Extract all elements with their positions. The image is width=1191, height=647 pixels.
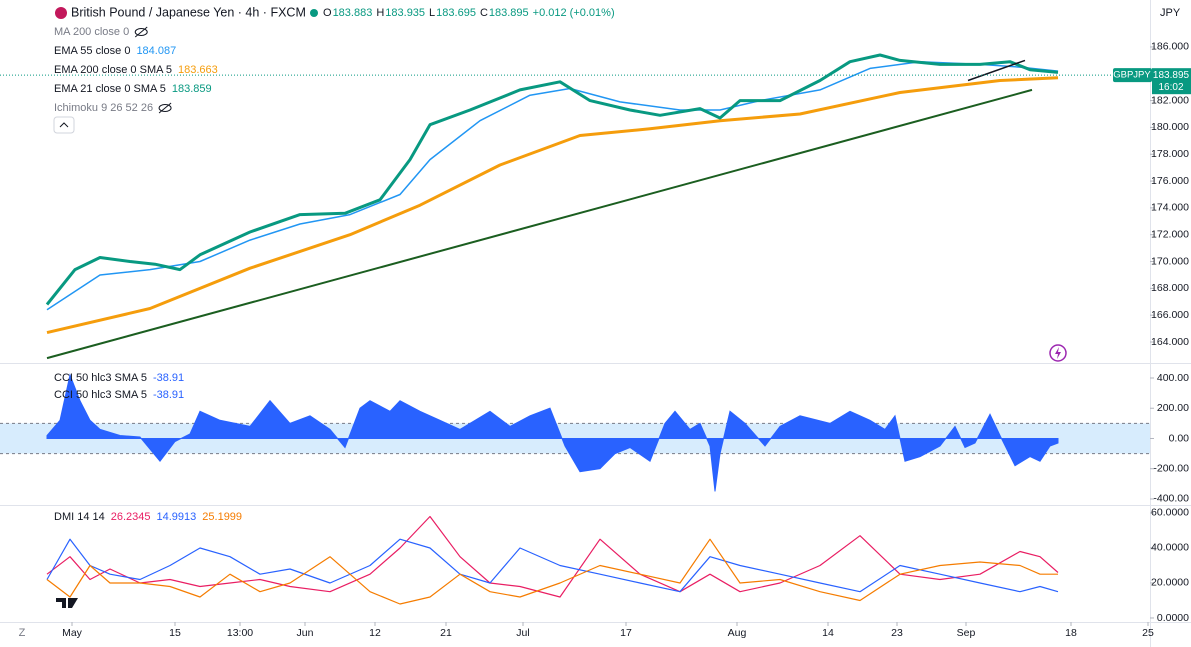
- ohlc-value: 183.895: [489, 7, 529, 19]
- x-tick-label: 15: [169, 627, 181, 639]
- y-tick-label: 180.000: [1151, 121, 1189, 133]
- x-tick-label: Sep: [957, 627, 976, 639]
- y-tick-label: 174.000: [1151, 202, 1189, 214]
- dmi-legend: 14.9913: [157, 511, 197, 523]
- x-tick-label: Aug: [728, 627, 747, 639]
- y-tick-label: 200.00: [1157, 402, 1189, 414]
- series-line: [46, 515, 1059, 598]
- y-tick-label: 186.000: [1151, 41, 1189, 53]
- y-tick-label: 400.00: [1157, 372, 1189, 384]
- cci-legend-name: CCI 50 hlc3 SMA 5: [54, 389, 147, 401]
- visibility-icon: [134, 28, 148, 36]
- y-tick-label: 164.000: [1151, 336, 1189, 348]
- x-tick-label: 21: [440, 627, 452, 639]
- series-line: [46, 60, 1059, 311]
- x-tick-label: 18: [1065, 627, 1077, 639]
- ohlc-key: O: [323, 7, 332, 19]
- y-tick-label: -200.00: [1153, 462, 1189, 474]
- legend-value: 183.663: [178, 64, 218, 76]
- x-tick-label: Jul: [516, 627, 529, 639]
- y-tick-label: 176.000: [1151, 175, 1189, 187]
- x-tick-label: May: [62, 627, 83, 639]
- dmi-legend: 26.2345: [111, 511, 151, 523]
- series-line: [967, 59, 1026, 82]
- cci-area: [46, 373, 1059, 492]
- x-tick-label: 23: [891, 627, 903, 639]
- symbol-title: British Pound / Japanese Yen · 4h · FXCM: [71, 5, 306, 19]
- y-tick-label: 0.0000: [1157, 612, 1189, 624]
- y-tick-label: -400.00: [1153, 493, 1189, 505]
- y-tick-label: 168.000: [1151, 282, 1189, 294]
- y-tick-label: 182.000: [1151, 94, 1189, 106]
- ohlc-key: C: [480, 7, 488, 19]
- price-tag: [1152, 68, 1191, 95]
- symbol-flag: [55, 7, 67, 19]
- dmi-title: DMI 14 14: [54, 511, 105, 523]
- x-tick-label: 17: [620, 627, 632, 639]
- countdown: 16:02: [1158, 82, 1183, 93]
- y-tick-label: 166.000: [1151, 309, 1189, 321]
- legend-name: EMA 21 close 0 SMA 5: [54, 83, 166, 95]
- x-tick-label: 14: [822, 627, 834, 639]
- ohlc-value: 183.883: [333, 7, 373, 19]
- collapse-button[interactable]: [53, 116, 75, 134]
- y-tick-label: 178.000: [1151, 148, 1189, 160]
- currency: JPY: [1160, 7, 1181, 19]
- legend-value: 183.859: [172, 83, 212, 95]
- legend-name: EMA 200 close 0 SMA 5: [54, 64, 172, 76]
- legend-value: 184.087: [136, 45, 176, 57]
- series-line: [46, 538, 1058, 605]
- price-tag-label: 183.895: [1153, 70, 1190, 81]
- cci-legend-name: CCI 50 hlc3 SMA 5: [54, 372, 147, 384]
- visibility-slash: [134, 26, 148, 38]
- x-tick-label: Jun: [297, 627, 314, 639]
- visibility-icon: [158, 104, 172, 112]
- symbol-tag-label: GBPJPY: [1113, 70, 1151, 81]
- series-line: [46, 538, 1059, 593]
- scale-button[interactable]: Z: [19, 627, 26, 639]
- legend-name: EMA 55 close 0: [54, 45, 130, 57]
- ohlc-key: L: [429, 7, 435, 19]
- series-line: [46, 76, 1059, 335]
- market-status: [310, 9, 318, 17]
- visibility-slash: [158, 102, 172, 114]
- y-tick-label: 170.000: [1151, 255, 1189, 267]
- symbol-tag: [1113, 68, 1152, 83]
- cci-legend-value: -38.91: [153, 389, 184, 401]
- change: +0.012 (+0.01%): [533, 7, 615, 19]
- series-line: [46, 88, 1033, 360]
- y-tick-label: 60.0000: [1151, 507, 1189, 519]
- dmi-legend: 25.1999: [202, 511, 242, 523]
- x-tick-label: 25: [1142, 627, 1154, 639]
- ohlc-key: H: [376, 7, 384, 19]
- alert-icon[interactable]: [1049, 344, 1067, 362]
- legend-name: MA 200 close 0: [54, 26, 129, 38]
- x-tick-label: 13:00: [227, 627, 253, 639]
- ohlc-value: 183.695: [436, 7, 476, 19]
- y-tick-label: 172.000: [1151, 228, 1189, 240]
- y-tick-label: 0.00: [1169, 432, 1190, 444]
- x-tick-label: 12: [369, 627, 381, 639]
- alert-bolt: [1055, 347, 1061, 359]
- legend-name: Ichimoku 9 26 52 26: [54, 102, 153, 114]
- ohlc-value: 183.935: [385, 7, 425, 19]
- y-tick-label: 40.0000: [1151, 542, 1189, 554]
- logo: [56, 598, 78, 608]
- series-line: [45, 53, 1059, 306]
- collapse-icon: [59, 122, 69, 128]
- y-tick-label: 20.0000: [1151, 577, 1189, 589]
- cci-legend-value: -38.91: [153, 372, 184, 384]
